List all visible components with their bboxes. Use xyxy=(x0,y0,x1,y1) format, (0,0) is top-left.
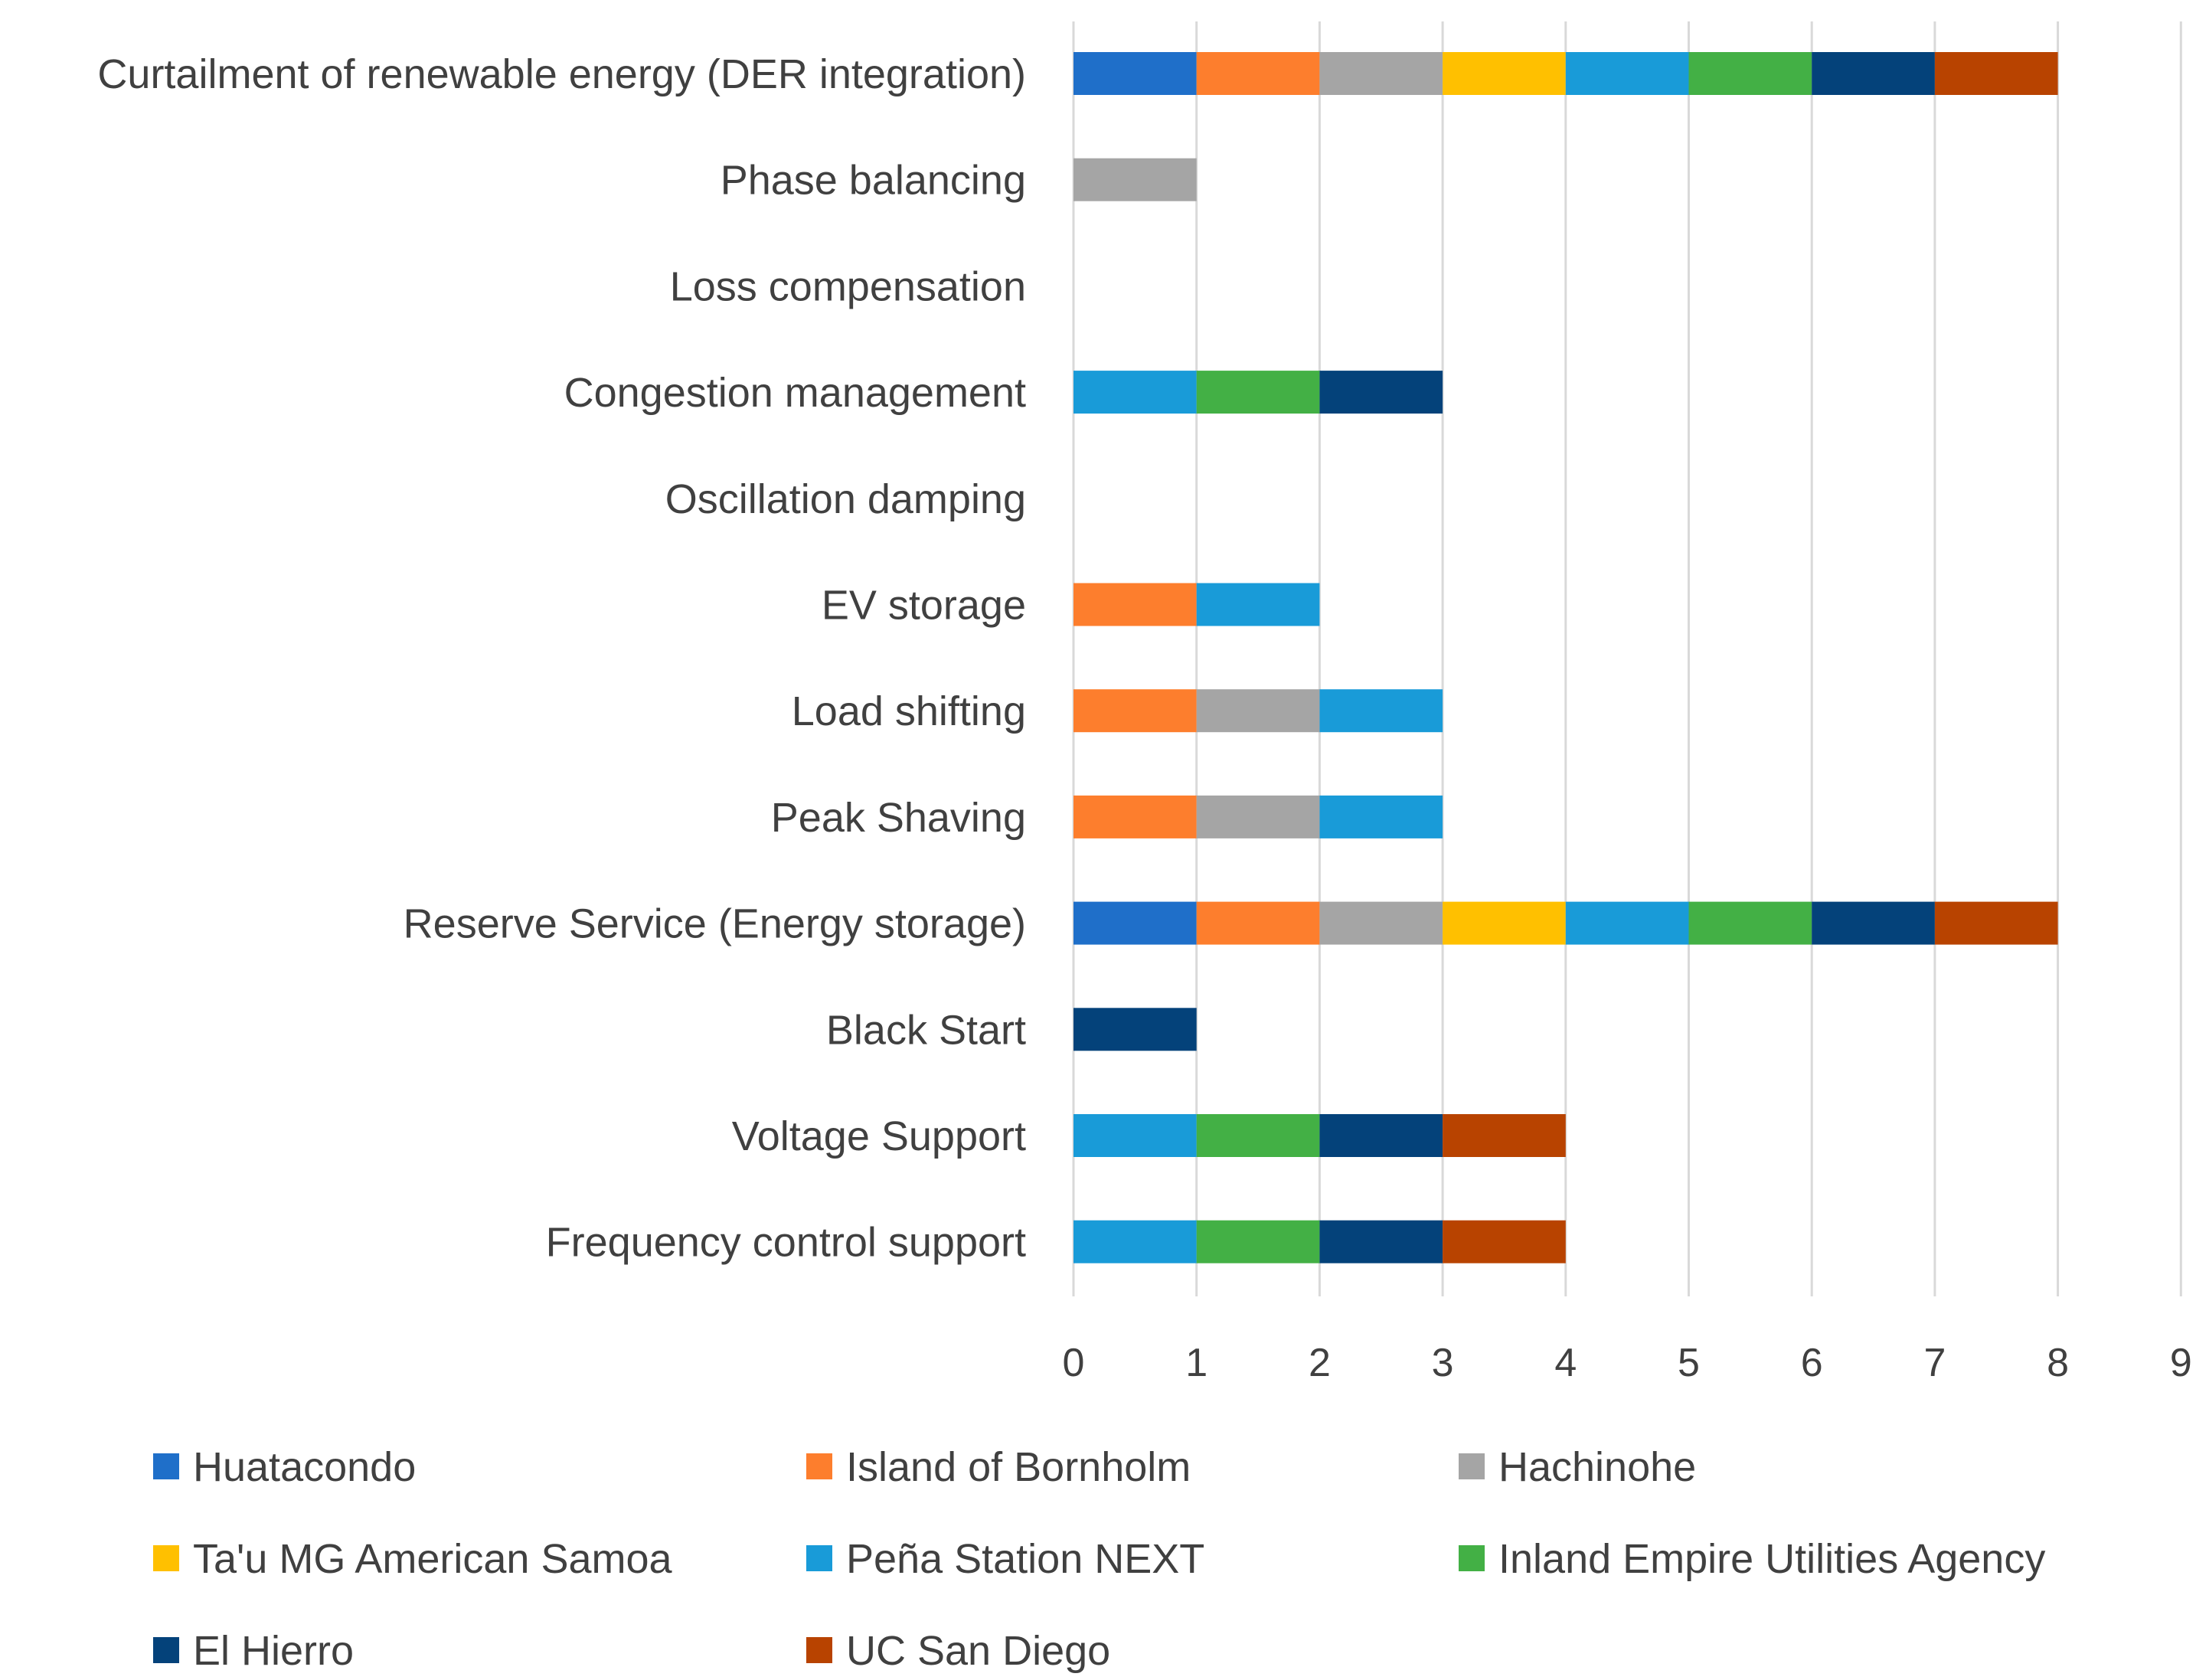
legend-swatch xyxy=(153,1637,179,1663)
category-label: Reserve Service (Energy storage) xyxy=(404,901,1026,947)
bar-segment-4-7 xyxy=(1319,795,1443,838)
legend-swatch xyxy=(806,1453,832,1479)
bar-segment-6-3 xyxy=(1319,371,1443,414)
legend-swatch xyxy=(153,1545,179,1571)
bar-segment-7-11 xyxy=(1443,1220,1566,1263)
x-tick-label: 6 xyxy=(1801,1341,1823,1385)
bars xyxy=(1073,52,2058,1263)
legend-swatch xyxy=(153,1453,179,1479)
bar-segment-4-11 xyxy=(1073,1220,1197,1263)
legend-label: Ta'u MG American Samoa xyxy=(193,1536,673,1582)
bar-segment-1-7 xyxy=(1073,795,1197,838)
bar-segment-3-8 xyxy=(1443,901,1566,945)
bar-segment-4-0 xyxy=(1565,52,1689,95)
bar-segment-5-8 xyxy=(1688,901,1812,945)
x-tick-label: 9 xyxy=(2170,1341,2192,1385)
category-label: Voltage Support xyxy=(732,1113,1026,1159)
bar-segment-1-5 xyxy=(1073,583,1197,626)
category-label: Curtailment of renewable energy (DER int… xyxy=(97,51,1026,97)
legend-label: UC San Diego xyxy=(846,1628,1110,1674)
legend-label: Hachinohe xyxy=(1498,1444,1696,1490)
bar-segment-2-7 xyxy=(1196,795,1320,838)
bar-segment-4-3 xyxy=(1073,371,1197,414)
x-tick-label: 3 xyxy=(1432,1341,1454,1385)
bar-segment-4-5 xyxy=(1196,583,1320,626)
category-label: Congestion management xyxy=(564,370,1026,416)
bar-segment-7-0 xyxy=(1934,52,2058,95)
bar-segment-1-6 xyxy=(1073,689,1197,733)
bar-segment-6-0 xyxy=(1812,52,1935,95)
legend-swatch xyxy=(1459,1545,1485,1571)
legend-swatch xyxy=(1459,1453,1485,1479)
bar-segment-2-1 xyxy=(1073,158,1197,201)
category-label: Phase balancing xyxy=(721,158,1026,204)
category-label: Peak Shaving xyxy=(771,795,1026,841)
x-tick-label: 4 xyxy=(1554,1341,1577,1385)
bar-segment-6-10 xyxy=(1319,1114,1443,1157)
x-tick-label: 2 xyxy=(1309,1341,1331,1385)
category-label: Oscillation damping xyxy=(665,476,1026,522)
legend-swatch xyxy=(806,1545,832,1571)
bar-segment-4-6 xyxy=(1319,689,1443,733)
x-tick-label: 7 xyxy=(1923,1341,1946,1385)
bar-segment-6-11 xyxy=(1319,1220,1443,1263)
bar-segment-2-6 xyxy=(1196,689,1320,733)
bar-segment-1-8 xyxy=(1196,901,1320,945)
x-tick-label: 8 xyxy=(2047,1341,2069,1385)
gridlines xyxy=(1072,21,2182,1296)
category-label: Frequency control support xyxy=(546,1220,1026,1266)
bar-segment-5-10 xyxy=(1196,1114,1320,1157)
legend-label: Peña Station NEXT xyxy=(846,1536,1204,1582)
bar-segment-5-11 xyxy=(1196,1220,1320,1263)
bar-segment-4-10 xyxy=(1073,1114,1197,1157)
x-tick-label: 0 xyxy=(1063,1341,1085,1385)
bar-segment-5-0 xyxy=(1688,52,1812,95)
x-tick-label: 5 xyxy=(1678,1341,1700,1385)
bar-segment-0-0 xyxy=(1073,52,1197,95)
bar-segment-7-8 xyxy=(1934,901,2058,945)
bar-segment-1-0 xyxy=(1196,52,1320,95)
bar-segment-2-0 xyxy=(1319,52,1443,95)
x-tick-label: 1 xyxy=(1185,1341,1207,1385)
legend-label: El Hierro xyxy=(193,1628,354,1674)
bar-segment-6-9 xyxy=(1073,1008,1197,1051)
bar-segment-2-8 xyxy=(1319,901,1443,945)
legend-label: Huatacondo xyxy=(193,1444,416,1490)
bar-segment-4-8 xyxy=(1565,901,1689,945)
bar-segment-0-8 xyxy=(1073,901,1197,945)
bar-segment-7-10 xyxy=(1443,1114,1566,1157)
legend-label: Island of Bornholm xyxy=(846,1444,1191,1490)
bar-segment-5-3 xyxy=(1196,371,1320,414)
category-label: Black Start xyxy=(826,1007,1026,1053)
legend: Huatacondo Island of Bornholm Hachinohe Ta'… xyxy=(153,1444,2045,1674)
category-label: Load shifting xyxy=(792,688,1026,734)
category-labels: Curtailment of renewable energy (DER int… xyxy=(97,51,1026,1266)
bar-segment-6-8 xyxy=(1812,901,1935,945)
category-label: EV storage xyxy=(822,583,1026,629)
legend-label: Inland Empire Utilities Agency xyxy=(1498,1536,2045,1582)
x-axis-ticks: 0 1 2 3 4 5 6 7 8 9 xyxy=(1063,1341,2192,1385)
bar-segment-3-0 xyxy=(1443,52,1566,95)
category-label: Loss compensation xyxy=(670,263,1026,309)
legend-swatch xyxy=(806,1637,832,1663)
